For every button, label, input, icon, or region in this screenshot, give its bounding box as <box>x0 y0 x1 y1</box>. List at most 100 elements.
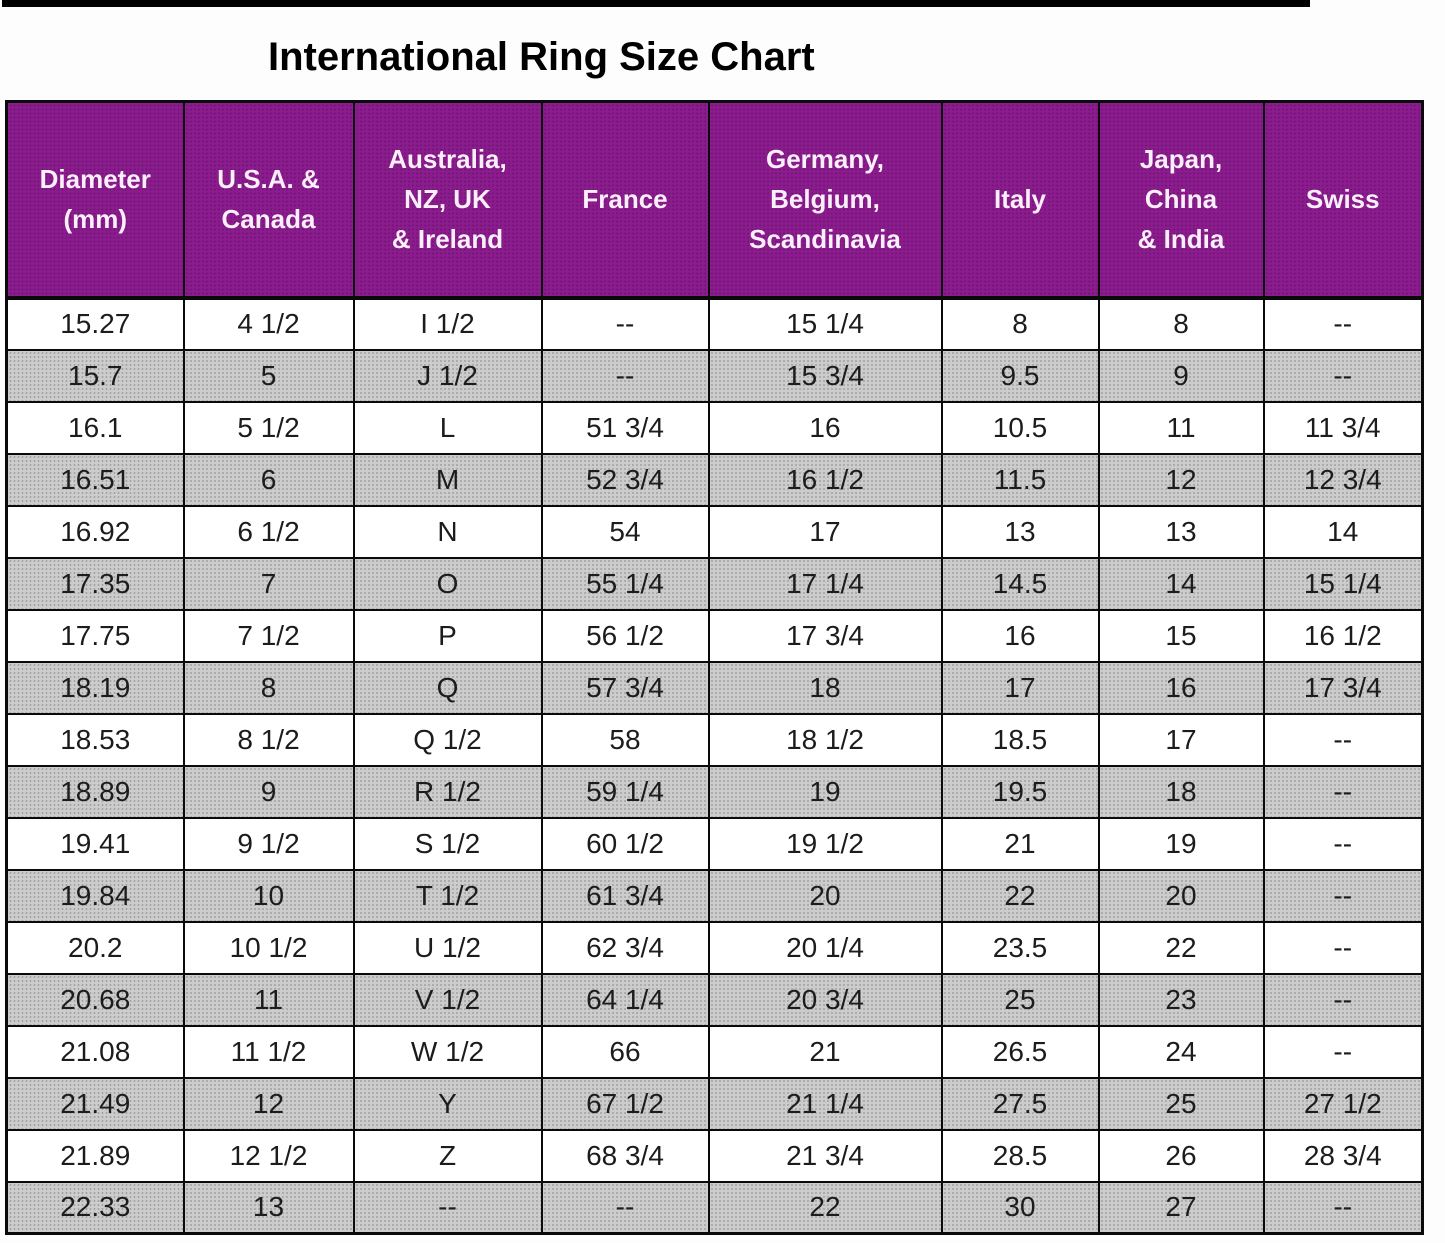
table-cell: L <box>352 400 543 455</box>
table-cell: 5 1/2 <box>182 400 355 455</box>
table-cell: 54 <box>540 504 710 559</box>
table-cell: 17 <box>1097 712 1265 767</box>
table-cell: 11 1/2 <box>182 1024 355 1079</box>
table-cell: 4 1/2 <box>182 296 355 351</box>
table-cell: 62 3/4 <box>540 920 710 975</box>
table-cell: 5 <box>182 348 355 403</box>
table-cell: Q <box>352 660 543 715</box>
table-cell: 51 3/4 <box>540 400 710 455</box>
table-cell: 21.89 <box>5 1128 185 1183</box>
table-cell: 61 3/4 <box>540 868 710 923</box>
table-row: 20.2 10 1/2 U 1/2 62 3/4 20 1/4 23.5 22 -- <box>5 920 1424 975</box>
table-cell: W 1/2 <box>352 1024 543 1079</box>
table-cell: 23.5 <box>940 920 1100 975</box>
table-row: 16.1 5 1/2 L 51 3/4 16 10.5 11 11 3/4 <box>5 400 1424 455</box>
table-cell: 25 <box>1097 1076 1265 1131</box>
table-cell: O <box>352 556 543 611</box>
table-cell: 13 <box>182 1180 355 1235</box>
table-cell: 14.5 <box>940 556 1100 611</box>
table-cell: Y <box>352 1076 543 1131</box>
table-cell: 16.1 <box>5 400 185 455</box>
table-cell: 55 1/4 <box>540 556 710 611</box>
table-row: 15.7 5 J 1/2 -- 15 3/4 9.5 9 -- <box>5 348 1424 403</box>
table-header-row: Diameter (mm) U.S.A. & Canada Australia, N… <box>5 100 1424 300</box>
top-divider-line <box>2 0 1310 7</box>
table-cell: R 1/2 <box>352 764 543 819</box>
table-cell: 17 <box>940 660 1100 715</box>
table-cell: 19 1/2 <box>707 816 943 871</box>
table-cell: -- <box>1262 972 1424 1027</box>
column-header-australia-nz-uk-ireland: Australia, NZ, UK & Ireland <box>352 100 543 300</box>
table-cell: 8 1/2 <box>182 712 355 767</box>
table-cell: 21.08 <box>5 1024 185 1079</box>
table-cell: 11 <box>1097 400 1265 455</box>
column-header-germany-belgium-scandinavia: Germany, Belgium, Scandinavia <box>707 100 943 300</box>
table-cell: 7 1/2 <box>182 608 355 663</box>
table-cell: -- <box>352 1180 543 1235</box>
table-cell: 15 3/4 <box>707 348 943 403</box>
table-cell: 68 3/4 <box>540 1128 710 1183</box>
table-cell: 12 <box>182 1076 355 1131</box>
table-cell: 9 <box>1097 348 1265 403</box>
table-cell: 21 1/4 <box>707 1076 943 1131</box>
table-cell: 18.5 <box>940 712 1100 767</box>
table-cell: 18.53 <box>5 712 185 767</box>
table-cell: 16 <box>940 608 1100 663</box>
table-cell: 15 1/4 <box>1262 556 1424 611</box>
column-header-france: France <box>540 100 710 300</box>
table-cell: V 1/2 <box>352 972 543 1027</box>
table-cell: 24 <box>1097 1024 1265 1079</box>
column-header-swiss: Swiss <box>1262 100 1424 300</box>
table-cell: 28.5 <box>940 1128 1100 1183</box>
table-row: 21.49 12 Y 67 1/2 21 1/4 27.5 25 27 1/2 <box>5 1076 1424 1131</box>
table-cell: 16 <box>707 400 943 455</box>
table-cell: -- <box>1262 764 1424 819</box>
table-cell: 17.35 <box>5 556 185 611</box>
table-cell: 16 <box>1097 660 1265 715</box>
table-cell: 21 3/4 <box>707 1128 943 1183</box>
table-cell: 11.5 <box>940 452 1100 507</box>
column-header-u-s-a-canada: U.S.A. & Canada <box>182 100 355 300</box>
table-cell: 20.2 <box>5 920 185 975</box>
table-cell: 66 <box>540 1024 710 1079</box>
table-cell: 19.84 <box>5 868 185 923</box>
table-cell: 9.5 <box>940 348 1100 403</box>
table-cell: 18 <box>1097 764 1265 819</box>
table-cell: 8 <box>182 660 355 715</box>
table-cell: 22.33 <box>5 1180 185 1235</box>
table-cell: 22 <box>940 868 1100 923</box>
table-cell: 18 1/2 <box>707 712 943 767</box>
table-cell: 8 <box>940 296 1100 351</box>
table-cell: Z <box>352 1128 543 1183</box>
table-cell: -- <box>1262 712 1424 767</box>
column-header-italy: Italy <box>940 100 1100 300</box>
table-cell: 14 <box>1262 504 1424 559</box>
table-cell: 17.75 <box>5 608 185 663</box>
table-cell: -- <box>1262 296 1424 351</box>
table-cell: 18.89 <box>5 764 185 819</box>
table-cell: 16.51 <box>5 452 185 507</box>
table-cell: 15.7 <box>5 348 185 403</box>
table-cell: -- <box>1262 868 1424 923</box>
table-cell: 58 <box>540 712 710 767</box>
table-cell: 18.19 <box>5 660 185 715</box>
table-row: 18.19 8 Q 57 3/4 18 17 16 17 3/4 <box>5 660 1424 715</box>
ring-size-table: Diameter (mm) U.S.A. & Canada Australia, N… <box>5 100 1424 1235</box>
table-cell: I 1/2 <box>352 296 543 351</box>
table-row: 19.41 9 1/2 S 1/2 60 1/2 19 1/2 21 19 -- <box>5 816 1424 871</box>
table-cell: 19.5 <box>940 764 1100 819</box>
table-cell: 30 <box>940 1180 1100 1235</box>
table-cell: -- <box>1262 348 1424 403</box>
table-cell: 8 <box>1097 296 1265 351</box>
table-cell: 13 <box>1097 504 1265 559</box>
table-cell: T 1/2 <box>352 868 543 923</box>
table-cell: 12 1/2 <box>182 1128 355 1183</box>
table-cell: 7 <box>182 556 355 611</box>
table-row: 17.75 7 1/2 P 56 1/2 17 3/4 16 15 16 1/2 <box>5 608 1424 663</box>
table-cell: 19.41 <box>5 816 185 871</box>
table-cell: -- <box>1262 1180 1424 1235</box>
table-cell: 27 <box>1097 1180 1265 1235</box>
table-cell: 15 1/4 <box>707 296 943 351</box>
table-cell: 19 <box>1097 816 1265 871</box>
table-cell: 10 <box>182 868 355 923</box>
